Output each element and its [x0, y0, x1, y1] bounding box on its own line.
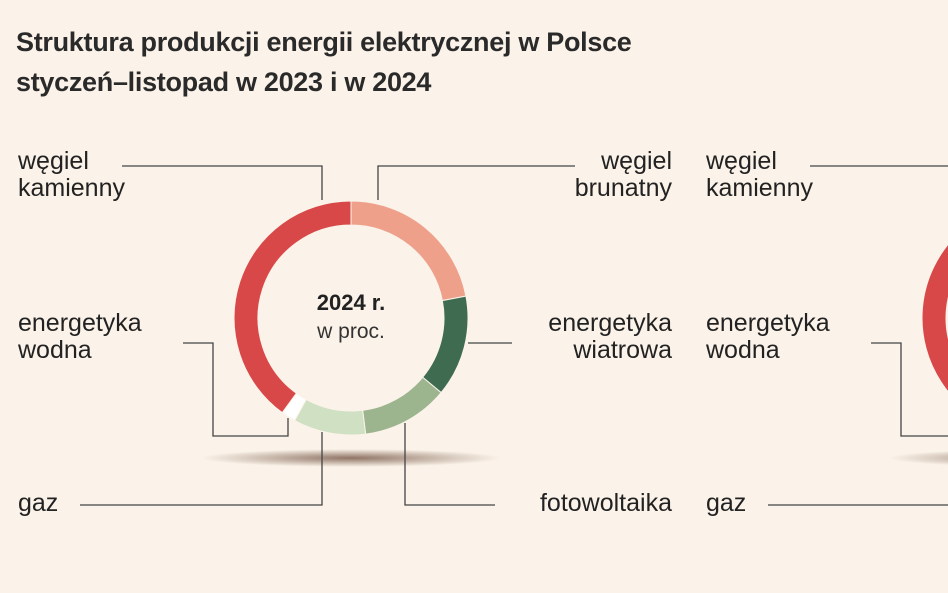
category-label: gaz	[706, 489, 747, 517]
leader-line	[871, 342, 948, 437]
subtitle: styczeń–listopad w 2023 i w 2024	[16, 67, 432, 97]
center-title: 2024 r.	[317, 290, 386, 315]
leader-line	[377, 165, 575, 200]
leader-line	[183, 342, 289, 437]
category-label: energetyka wodna	[18, 309, 142, 364]
shadow	[889, 450, 948, 466]
category-label: węgiel brunatny	[574, 147, 672, 202]
donut-segment	[233, 200, 352, 414]
leader-line	[810, 165, 948, 167]
donut-segment	[362, 376, 442, 435]
donut-segment	[421, 295, 469, 394]
shadow	[201, 449, 501, 467]
category-label: gaz	[18, 489, 59, 517]
title: Struktura produkcji energii elektrycznej…	[16, 27, 632, 57]
category-label: energetyka wiatrowa	[548, 309, 672, 364]
category-label: węgiel kamienny	[706, 147, 813, 202]
leader-line	[80, 432, 323, 506]
category-label: węgiel kamienny	[18, 147, 125, 202]
leader-line	[122, 165, 323, 200]
donut-segment	[293, 398, 367, 436]
category-label: energetyka wodna	[706, 309, 830, 364]
leader-line	[404, 423, 495, 506]
donut-segment	[921, 243, 948, 393]
center-subtitle: w proc.	[316, 320, 385, 343]
title-block: Struktura produkcji energii elektrycznej…	[16, 22, 632, 102]
donut-segment	[350, 200, 467, 302]
category-label: fotowoltaika	[539, 489, 672, 517]
leader-line	[768, 504, 948, 506]
